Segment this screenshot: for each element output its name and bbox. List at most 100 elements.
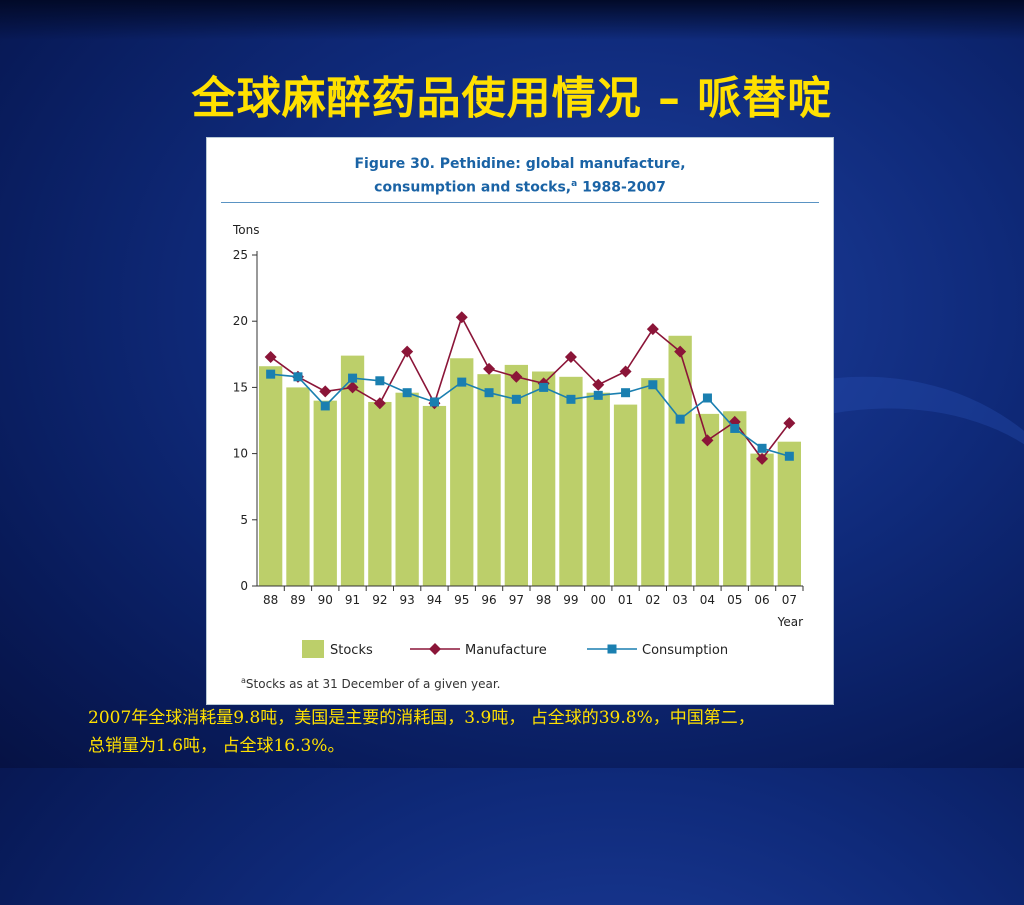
legend-manufacture-label: Manufacture <box>465 643 547 658</box>
consumption-point-06 <box>757 443 767 453</box>
legend-consumption-label: Consumption <box>642 643 728 658</box>
consumption-point-88 <box>266 369 276 379</box>
y-tick-label-15: 15 <box>233 380 248 394</box>
consumption-point-01 <box>621 388 631 398</box>
stocks-bar-06 <box>750 453 774 586</box>
consumption-point-98 <box>539 382 549 392</box>
figure-panel: Figure 30. Pethidine: global manufacture… <box>206 137 834 705</box>
x-tick-label-07: 07 <box>782 593 797 607</box>
footnote-sup: a <box>241 676 246 685</box>
figure-title: Figure 30. Pethidine: global manufacture… <box>207 154 833 198</box>
figure-title-line1: Figure 30. Pethidine: global manufacture… <box>354 156 686 172</box>
x-tick-label-00: 00 <box>591 593 606 607</box>
manufacture-point-90 <box>319 385 332 398</box>
manufacture-point-02 <box>646 323 659 336</box>
manufacture-point-93 <box>401 345 414 358</box>
stocks-bar-96 <box>477 374 501 586</box>
figure-title-line2: consumption and stocks,a 1988-2007 <box>207 174 833 198</box>
x-tick-label-99: 99 <box>563 593 578 607</box>
slide-caption: 2007年全球消耗量9.8吨，美国是主要的消耗国，3.9吨， 占全球的39.8%… <box>88 704 1018 760</box>
x-tick-label-96: 96 <box>481 593 496 607</box>
x-tick-label-98: 98 <box>536 593 551 607</box>
manufacture-point-06 <box>756 452 769 465</box>
caption-line2: 总销量为1.6吨， 占全球16.3%。 <box>88 736 345 756</box>
consumption-point-94 <box>429 397 439 407</box>
figure-title-tail: 1988-2007 <box>577 179 666 196</box>
stocks-bar-93 <box>395 392 419 586</box>
consumption-point-93 <box>402 388 412 398</box>
x-tick-label-88: 88 <box>263 593 278 607</box>
y-tick-label-25: 25 <box>233 248 248 262</box>
x-axis-label: Year <box>777 615 803 629</box>
consumption-point-90 <box>320 401 330 411</box>
stocks-bar-95 <box>450 358 474 586</box>
figure-title-rule <box>221 202 819 203</box>
stocks-bar-90 <box>313 400 337 586</box>
x-tick-label-94: 94 <box>427 593 442 607</box>
manufacture-point-95 <box>455 311 468 324</box>
y-axis-label: Tons <box>232 223 260 237</box>
consumption-point-04 <box>702 393 712 403</box>
stocks-bar-94 <box>422 405 447 586</box>
caption-line1: 2007年全球消耗量9.8吨，美国是主要的消耗国，3.9吨， 占全球的39.8%… <box>88 708 755 728</box>
consumption-point-96 <box>484 388 494 398</box>
y-tick-label-5: 5 <box>240 513 248 527</box>
stocks-bar-89 <box>286 387 310 586</box>
x-tick-label-95: 95 <box>454 593 469 607</box>
y-tick-label-20: 20 <box>233 314 248 328</box>
stocks-bar-91 <box>340 355 365 586</box>
x-tick-label-91: 91 <box>345 593 360 607</box>
top-band <box>0 0 1024 40</box>
legend-consumption-marker <box>607 644 617 654</box>
consumption-point-07 <box>784 451 794 461</box>
consumption-point-91 <box>348 373 358 383</box>
slide-title: 全球麻醉药品使用情况 – 哌替啶 <box>191 73 833 124</box>
consumption-point-05 <box>730 423 740 433</box>
manufacture-point-99 <box>564 350 577 363</box>
stocks-bar-92 <box>368 401 392 586</box>
stocks-bar-04 <box>695 413 720 586</box>
stocks-bar-03 <box>668 335 692 586</box>
legend-stocks-swatch <box>302 640 324 658</box>
figure-title-sup: a <box>571 179 578 189</box>
stocks-bar-07 <box>777 441 801 586</box>
manufacture-point-04 <box>701 434 714 447</box>
manufacture-point-01 <box>619 365 632 378</box>
manufacture-point-88 <box>264 350 277 363</box>
manufacture-point-96 <box>483 362 496 375</box>
stocks-bar-88 <box>259 366 283 586</box>
consumption-point-02 <box>648 380 658 390</box>
legend-manufacture-marker <box>429 643 441 655</box>
footnote-text: Stocks as at 31 December of a given year… <box>245 677 501 691</box>
manufacture-point-91 <box>346 381 359 394</box>
series-lines <box>264 311 796 465</box>
x-tick-label-05: 05 <box>727 593 742 607</box>
chart-legend: Stocks Manufacture Consumption <box>302 640 728 658</box>
stocks-bar-05 <box>723 411 747 586</box>
y-tick-label-10: 10 <box>233 447 248 461</box>
x-tick-label-03: 03 <box>673 593 688 607</box>
manufacture-point-00 <box>592 378 605 391</box>
x-tick-label-06: 06 <box>754 593 769 607</box>
stocks-bar-01 <box>613 404 638 586</box>
consumption-point-89 <box>293 372 303 382</box>
figure-title-line2-text: consumption and stocks, <box>374 179 572 196</box>
x-tick-label-93: 93 <box>400 593 415 607</box>
consumption-point-99 <box>566 394 576 404</box>
stocks-bar-99 <box>559 376 583 586</box>
x-tick-label-02: 02 <box>645 593 660 607</box>
stocks-bar-98 <box>532 371 556 586</box>
x-tick-label-89: 89 <box>290 593 305 607</box>
stocks-bar-02 <box>641 378 665 586</box>
x-tick-label-97: 97 <box>509 593 524 607</box>
consumption-point-92 <box>375 376 385 386</box>
x-tick-label-01: 01 <box>618 593 633 607</box>
manufacture-point-07 <box>783 417 796 430</box>
consumption-point-03 <box>675 414 685 424</box>
legend-stocks-label: Stocks <box>330 643 373 658</box>
x-tick-label-92: 92 <box>372 593 387 607</box>
manufacture-line <box>270 315 790 461</box>
consumption-point-00 <box>593 390 603 400</box>
